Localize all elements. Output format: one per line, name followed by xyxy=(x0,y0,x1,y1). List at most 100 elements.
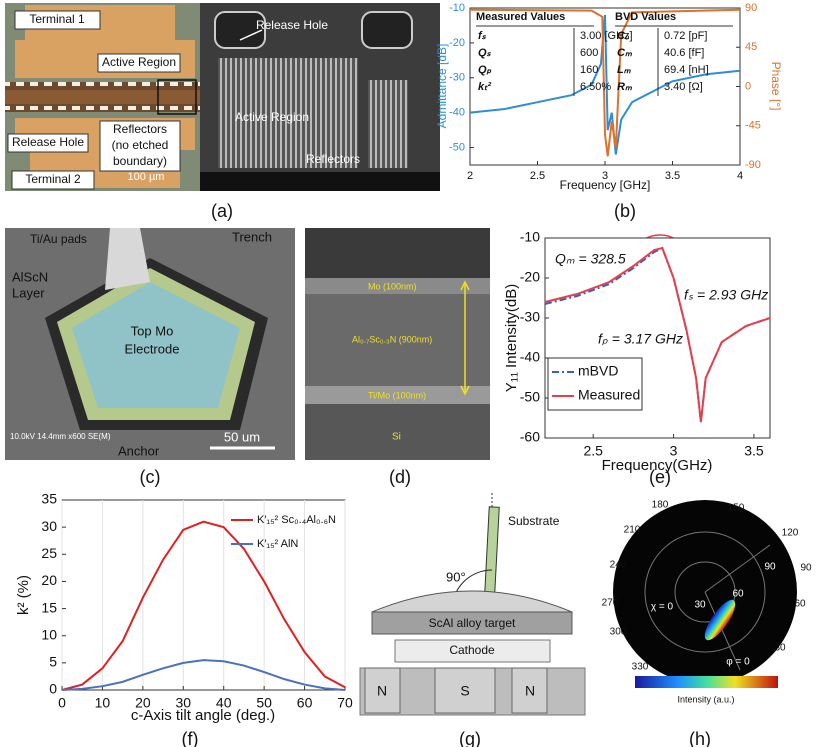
si-substrate xyxy=(305,404,490,460)
x-tick-label: 40 xyxy=(216,695,232,711)
y2-tick-label: -45 xyxy=(745,120,761,132)
figure-label: 60 xyxy=(794,599,806,610)
plot-area xyxy=(61,499,346,691)
reflectors xyxy=(368,80,408,168)
figure-label: Terminal 1 xyxy=(29,12,85,26)
figure-label: 30 xyxy=(694,600,706,611)
x-tick-label: 3.5 xyxy=(665,170,680,182)
table-cell: 69.4 [nH] xyxy=(664,64,709,76)
figure-label: Anchor xyxy=(118,443,160,458)
table-cell: Rₘ xyxy=(617,81,633,93)
figure-label: Mo (100nm) xyxy=(368,281,417,291)
arrow xyxy=(239,29,263,41)
y-tick-label: 0 xyxy=(49,681,57,697)
table-cell: Lₘ xyxy=(617,64,632,76)
y-tick-label: 30 xyxy=(41,518,57,534)
figure-label: 90° xyxy=(446,569,466,584)
y2-tick-label: -90 xyxy=(745,159,761,171)
table-cell: 3.00 [GHz] xyxy=(580,30,633,42)
panel-caption: (h) xyxy=(689,729,711,747)
y-tick-label: -10 xyxy=(449,2,465,14)
table-title: Measured Values xyxy=(476,11,565,23)
annotation: fₛ = 2.93 GHz xyxy=(684,287,768,303)
figure-label: Layer xyxy=(12,285,45,300)
y-axis-label: Admittance [dB] xyxy=(435,44,449,129)
figure-label: AlScN xyxy=(12,269,48,284)
y-tick-label: -50 xyxy=(520,389,540,405)
timo-layer xyxy=(305,386,490,404)
x-tick-label: 2 xyxy=(467,170,473,182)
figure-label: N xyxy=(377,683,387,699)
figure-label: 270 xyxy=(602,598,619,609)
legend-label: K′₁₅² AlN xyxy=(257,538,298,550)
series-line xyxy=(469,14,741,155)
figure-label: (no etched xyxy=(112,138,169,152)
table-cell: 3.40 [Ω] xyxy=(664,81,703,93)
series-line xyxy=(61,520,346,691)
figure-label: Top Mo xyxy=(131,323,174,338)
intensity-spot xyxy=(704,599,736,641)
x-tick-label: 50 xyxy=(256,695,272,711)
figure-label: Reflectors xyxy=(306,152,360,166)
annotation: Qₘ = 328.5 xyxy=(555,251,626,267)
plot-area xyxy=(544,237,771,439)
x-tick-label: 3 xyxy=(602,170,608,182)
figure-label: Electrode xyxy=(125,341,180,356)
figure-label: Release Hole xyxy=(12,135,84,149)
y-tick-label: -50 xyxy=(449,141,465,153)
figure-label: χ = 0 xyxy=(651,602,674,613)
figure-label: Al₀.₇Sc₀.₃N (900nm) xyxy=(352,334,432,344)
panel-caption: (b) xyxy=(614,201,636,221)
panel-caption: (a) xyxy=(211,201,233,221)
figure-label: 100 µm xyxy=(128,171,165,183)
table-title: BVD Values xyxy=(615,11,676,23)
figure-label: Active Region xyxy=(235,110,309,124)
figure-label: N xyxy=(525,683,535,699)
y-tick-label: -40 xyxy=(520,349,540,365)
x-tick-label: 3 xyxy=(670,443,678,459)
figure-label: Ti/Au pads xyxy=(30,232,87,246)
top-electrode xyxy=(72,282,240,408)
plasma-dome xyxy=(371,590,573,613)
table-cell: 160 xyxy=(580,64,598,76)
x-axis-label: Frequency [GHz] xyxy=(560,178,651,192)
figure-label: 330 xyxy=(632,662,649,673)
x-tick-label: 0 xyxy=(58,695,66,711)
panel-caption: (f) xyxy=(182,729,199,747)
figure-label: 240 xyxy=(610,560,627,571)
legend-label: mBVD xyxy=(578,363,618,379)
active-region xyxy=(5,104,200,112)
table-cell: 6.50% xyxy=(580,81,611,93)
y-tick-label: 10 xyxy=(41,626,57,642)
active-region xyxy=(5,90,200,104)
figure-label: 10.0kV 14.4mm x600 SE(M) xyxy=(10,432,111,441)
figure-label: ScAl alloy target xyxy=(429,616,516,630)
figure-label: Reflectors xyxy=(113,122,167,136)
label-box xyxy=(7,133,89,153)
table-cell: Cₘ xyxy=(617,47,633,59)
colorbar xyxy=(635,676,778,688)
y-axis-label: Y₁₁ Intensity(dB) xyxy=(503,284,520,393)
figure-label: φ = 0 xyxy=(726,657,750,668)
table-cell: Qₚ xyxy=(478,64,492,76)
figure-label: 60 xyxy=(732,589,744,600)
panel-caption: (e) xyxy=(649,467,671,487)
y2-tick-label: 90 xyxy=(745,2,757,14)
mo-layer xyxy=(305,278,490,294)
table-cell: fₛ xyxy=(478,30,487,42)
polar-grid xyxy=(704,591,741,671)
figure-label: Substrate xyxy=(508,514,560,528)
y-tick-label: -30 xyxy=(449,72,465,84)
release-hole xyxy=(214,11,266,49)
arrow-head xyxy=(460,280,470,396)
y2-tick-label: 0 xyxy=(745,80,751,92)
sem-info-bar xyxy=(200,172,440,191)
figure-label: Release Hole xyxy=(256,18,328,32)
figure-label: 150 xyxy=(728,503,745,514)
x-axis-label: c-Axis tilt angle (deg.) xyxy=(131,707,275,724)
polar-grid xyxy=(674,561,736,623)
y-tick-label: 15 xyxy=(41,599,57,615)
figure-label: Si xyxy=(392,432,401,443)
table-cell: Qₛ xyxy=(478,47,492,59)
